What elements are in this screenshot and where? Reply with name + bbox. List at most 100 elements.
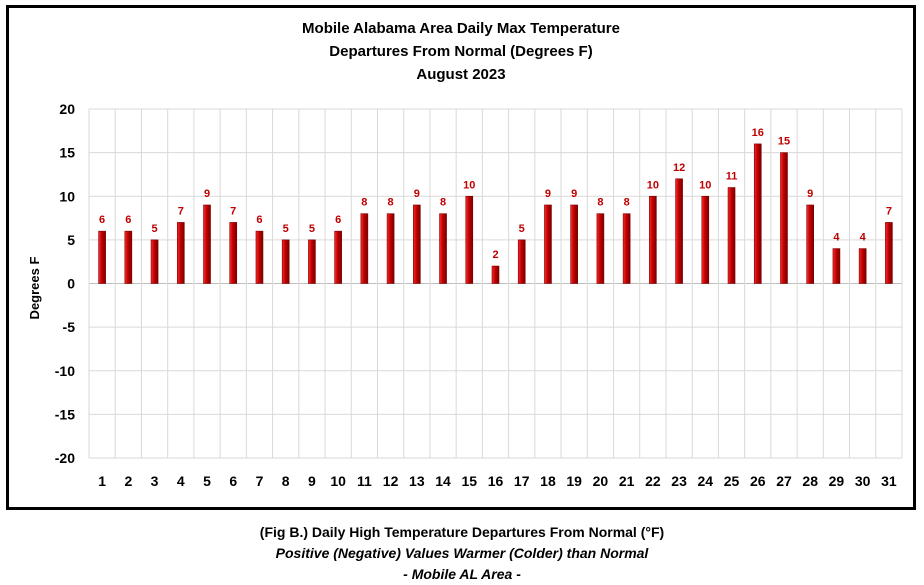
x-tick-label: 27 [776, 473, 792, 489]
x-tick-label: 31 [881, 473, 897, 489]
x-tick-label: 4 [177, 473, 185, 489]
bar-day-13 [413, 204, 421, 284]
data-label-day-11: 8 [361, 197, 367, 209]
data-label-day-12: 8 [388, 197, 394, 209]
data-label-day-15: 10 [463, 179, 475, 191]
data-label-day-25: 11 [726, 171, 738, 183]
data-label-day-2: 6 [125, 214, 131, 226]
data-label-day-23: 12 [673, 162, 685, 174]
bar-day-29 [832, 248, 841, 284]
y-tick-label: -20 [55, 450, 75, 466]
data-label-day-24: 10 [699, 179, 711, 191]
x-tick-label: 28 [802, 473, 818, 489]
bar-day-26 [753, 143, 762, 284]
bar-day-31 [885, 222, 893, 284]
data-label-day-1: 6 [99, 214, 105, 226]
caption-line-3: - Mobile AL Area - [403, 566, 521, 582]
x-tick-label: 29 [829, 473, 845, 489]
x-tick-label: 21 [619, 473, 635, 489]
bar-day-16 [491, 265, 500, 284]
x-tick-label: 7 [256, 473, 264, 489]
x-tick-label: 2 [124, 473, 132, 489]
data-label-day-31: 7 [886, 205, 892, 217]
data-label-day-18: 9 [545, 188, 551, 200]
x-tick-label: 19 [566, 473, 582, 489]
x-tick-label: 11 [357, 473, 372, 489]
bar-day-2 [124, 230, 133, 284]
data-label-day-4: 7 [178, 205, 184, 217]
data-labels: 6 6 5 7 9 7 6 5 5 6 8 8 9 8 10 2 5 9 9 8 8 10 12 10 11 16 15 9 4 4 7 [99, 127, 892, 261]
data-label-day-22: 10 [647, 179, 659, 191]
bar-day-27 [780, 152, 788, 284]
data-label-day-14: 8 [440, 197, 446, 209]
bar-day-18 [544, 204, 552, 284]
data-label-day-9: 5 [309, 223, 315, 235]
figure-caption: (Fig B.) Daily High Temperature Departur… [0, 522, 924, 585]
bar-day-7 [255, 230, 264, 284]
y-tick-label: 0 [67, 276, 75, 292]
bar-day-14 [439, 213, 447, 284]
data-label-day-16: 2 [492, 249, 498, 261]
data-label-day-8: 5 [283, 223, 289, 235]
data-label-day-30: 4 [860, 232, 867, 244]
data-label-day-10: 6 [335, 214, 341, 226]
x-tick-label: 26 [750, 473, 766, 489]
x-axis-tick-labels: 1 2 3 4 5 6 7 8 9 10 11 12 13 14 15 16 17 18 19 20 21 22 23 24 2… [98, 473, 897, 489]
bar-day-6 [229, 222, 238, 284]
data-label-day-21: 8 [624, 197, 630, 209]
temperature-departure-chart: Mobile Alabama Area Daily Max Temperatur… [27, 20, 903, 489]
bar-day-15 [465, 195, 474, 284]
y-tick-label: 10 [59, 188, 75, 204]
bar-day-1 [98, 230, 106, 284]
x-tick-label: 18 [540, 473, 556, 489]
data-label-day-5: 9 [204, 188, 210, 200]
data-label-day-19: 9 [571, 188, 577, 200]
data-label-day-6: 7 [230, 205, 236, 217]
x-tick-label: 16 [488, 473, 504, 489]
chart-title-line-3: August 2023 [416, 66, 505, 83]
bar-day-28 [806, 204, 815, 284]
grid-lines [88, 108, 903, 459]
x-tick-label: 3 [151, 473, 159, 489]
x-tick-label: 24 [698, 473, 714, 489]
data-label-day-7: 6 [256, 214, 262, 226]
y-tick-label: 20 [59, 101, 75, 117]
data-label-day-29: 4 [833, 232, 840, 244]
x-tick-label: 14 [435, 473, 451, 489]
x-tick-label: 6 [229, 473, 237, 489]
caption-line-1: (Fig B.) Daily High Temperature Departur… [259, 524, 665, 540]
bar-day-11 [360, 213, 369, 284]
bar-day-12 [386, 213, 395, 284]
bar-day-22 [649, 195, 657, 284]
x-tick-label: 20 [593, 473, 609, 489]
x-tick-label: 22 [645, 473, 661, 489]
y-axis-title: Degrees F [27, 257, 42, 320]
bar-day-23 [675, 178, 683, 284]
bar-day-10 [334, 230, 342, 284]
x-tick-label: 5 [203, 473, 211, 489]
bars [98, 143, 893, 284]
bar-day-20 [596, 213, 605, 284]
data-label-day-26: 16 [752, 127, 764, 139]
data-label-day-3: 5 [152, 223, 158, 235]
data-label-day-27: 15 [778, 136, 790, 148]
chart-title: Mobile Alabama Area Daily Max Temperatur… [302, 20, 620, 83]
chart-title-line-2: Departures From Normal (Degrees F) [329, 43, 592, 60]
bar-day-19 [570, 204, 578, 284]
x-tick-label: 8 [282, 473, 290, 489]
chart-title-line-1: Mobile Alabama Area Daily Max Temperatur… [302, 20, 620, 37]
x-tick-label: 13 [409, 473, 425, 489]
x-tick-label: 1 [98, 473, 106, 489]
y-tick-label: -5 [63, 319, 76, 335]
bar-day-8 [281, 239, 290, 284]
data-label-day-17: 5 [519, 223, 525, 235]
x-tick-label: 12 [383, 473, 399, 489]
x-tick-label: 10 [330, 473, 346, 489]
y-tick-label: -15 [55, 406, 75, 422]
y-axis-tick-labels: 20 15 10 5 0 -5 -10 -15 -20 [55, 101, 75, 466]
caption-line-2: Positive (Negative) Values Warmer (Colde… [275, 545, 649, 561]
y-tick-label: -10 [55, 363, 75, 379]
bar-day-17 [517, 239, 526, 284]
bar-day-25 [727, 187, 736, 284]
x-tick-label: 17 [514, 473, 530, 489]
